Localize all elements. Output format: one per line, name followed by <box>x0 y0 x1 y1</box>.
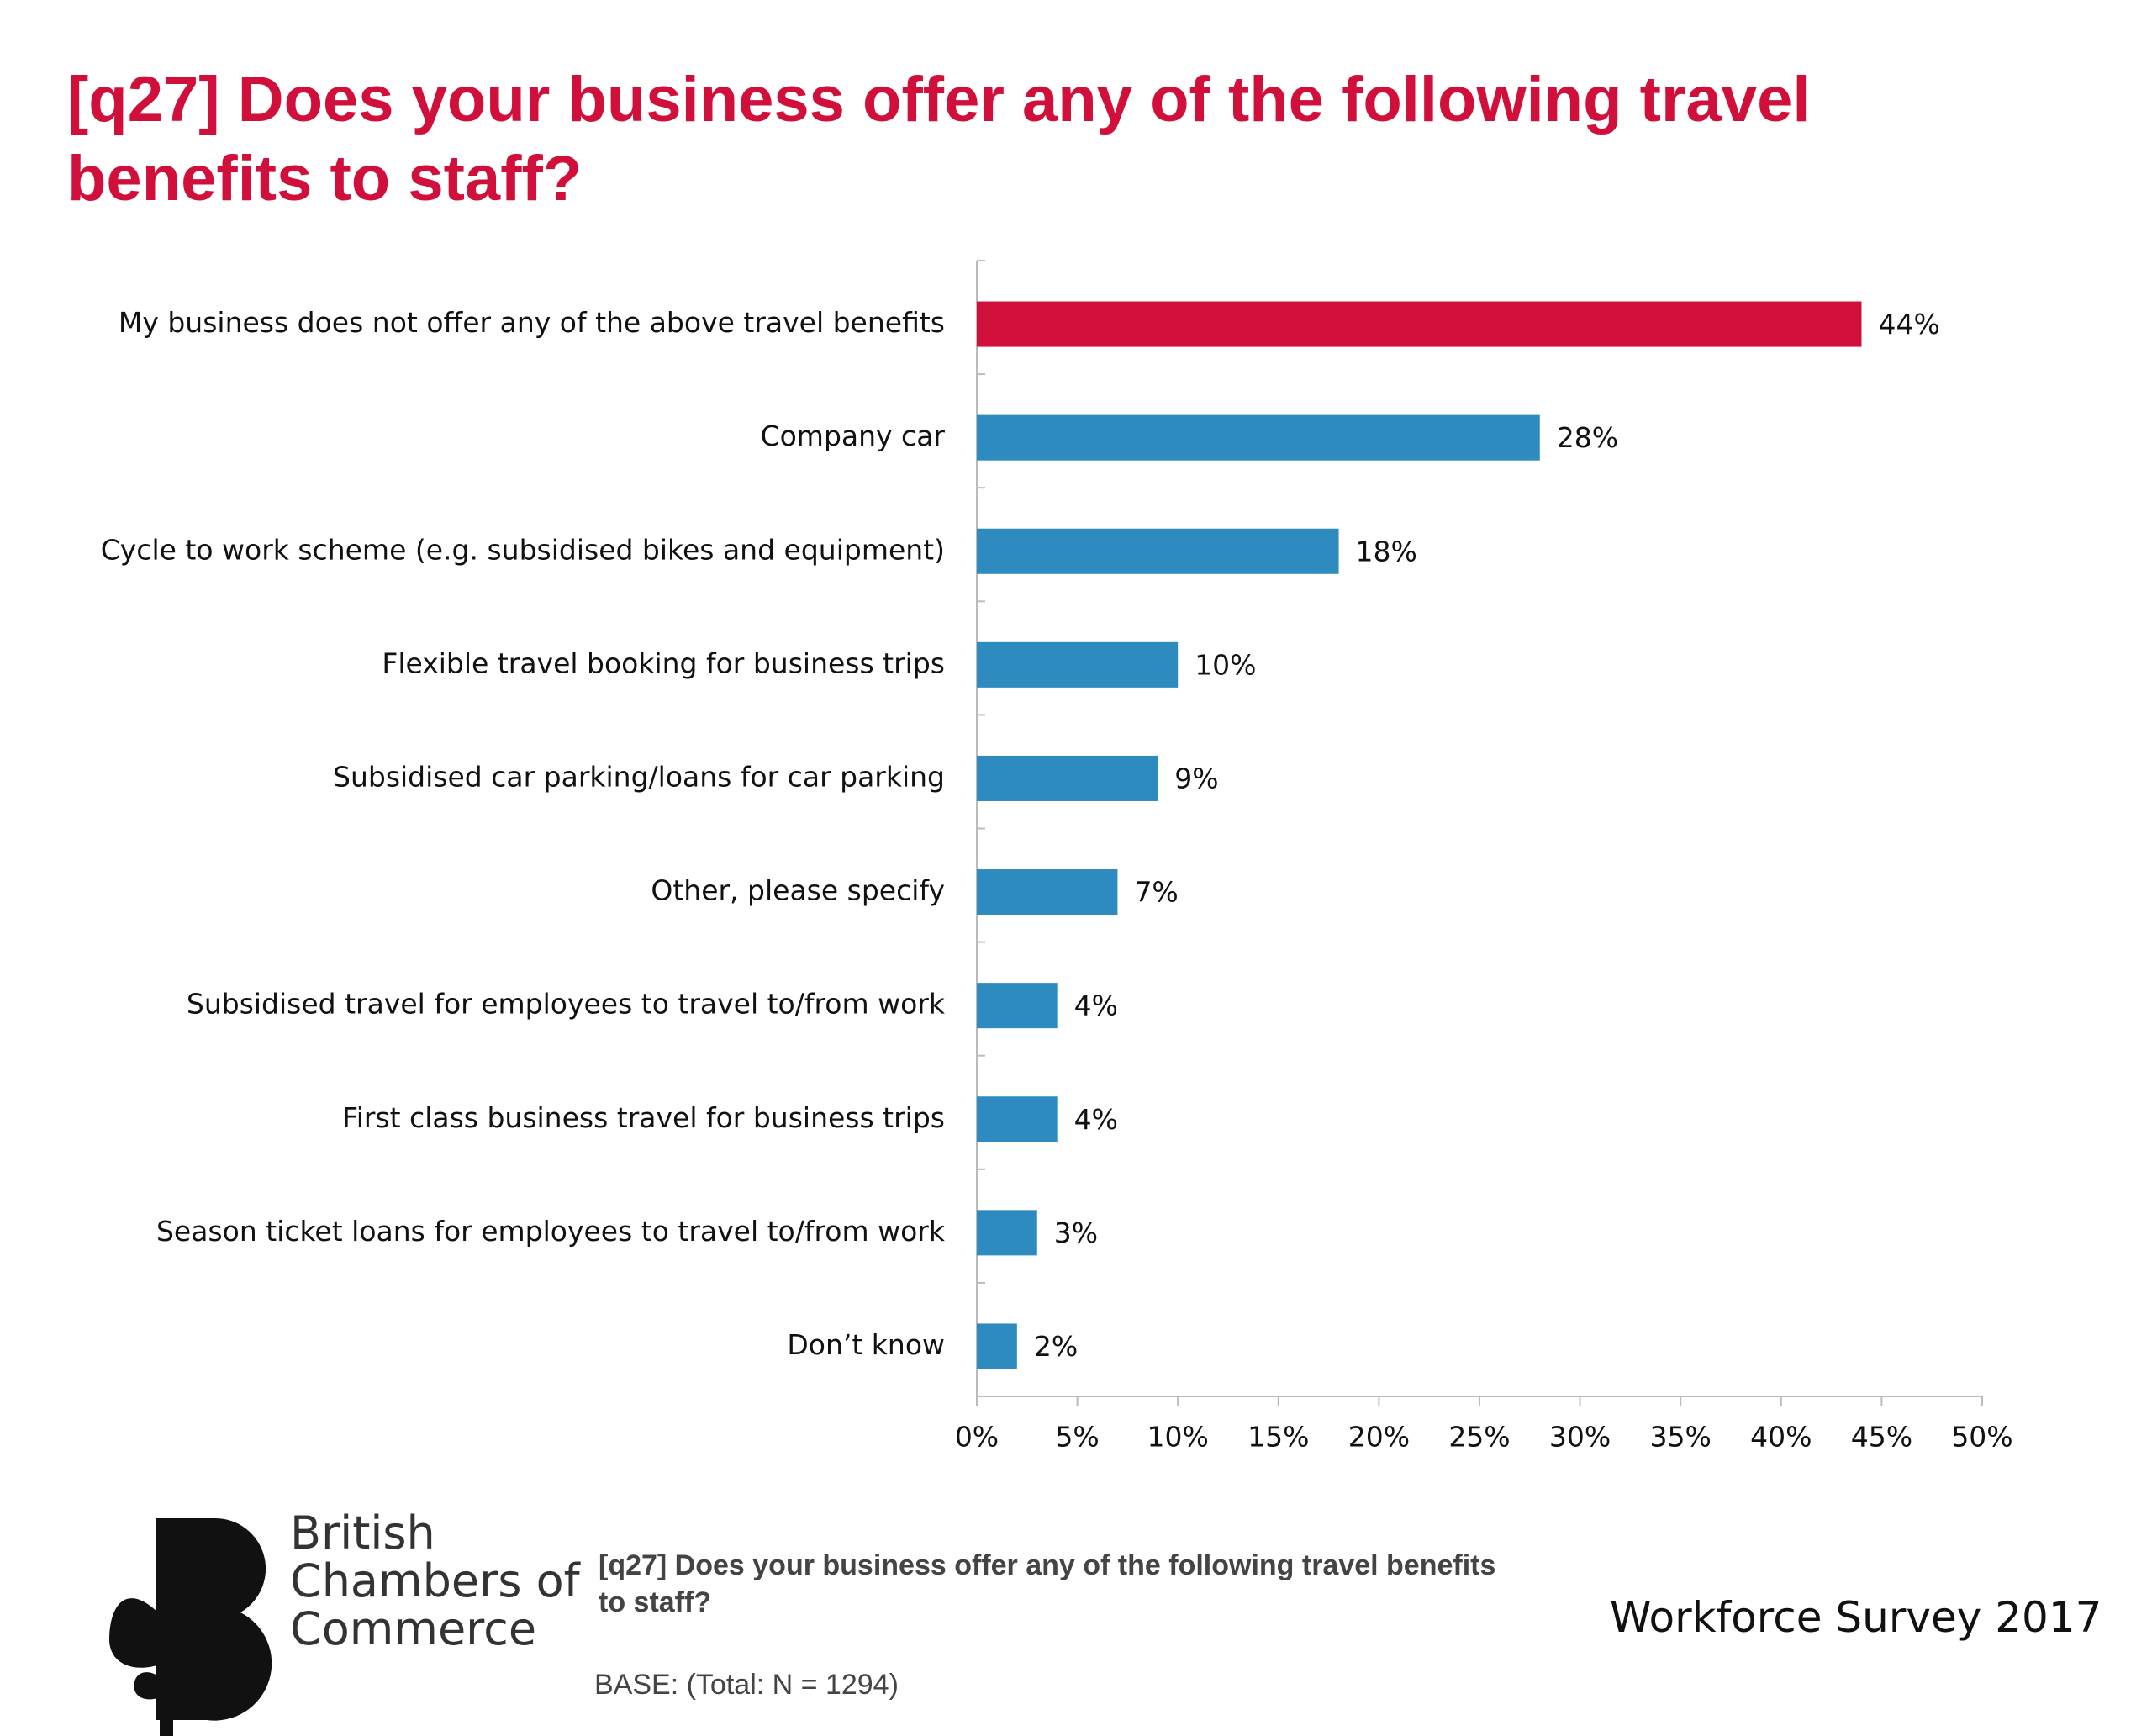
logo <box>109 1517 272 1736</box>
x-tick-label: 5% <box>1055 1421 1099 1454</box>
logo-leaf <box>165 1672 196 1700</box>
footer-base: BASE: (Total: N = 1294) <box>594 1669 899 1701</box>
value-label: 4% <box>1074 1103 1118 1136</box>
bar <box>977 1096 1058 1142</box>
value-label: 4% <box>1074 989 1118 1022</box>
y-tick-label: Flexible travel booking for business tri… <box>382 646 945 679</box>
value-label: 7% <box>1134 876 1178 909</box>
logo-leaf <box>109 1598 160 1668</box>
bar <box>977 414 1540 461</box>
bar <box>977 869 1118 915</box>
logo-text: British Chambers of Commerce <box>290 1509 580 1653</box>
y-tick-label: My business does not offer any of the ab… <box>119 306 945 339</box>
x-tick-label: 10% <box>1147 1421 1209 1454</box>
x-tick-label: 35% <box>1650 1421 1712 1454</box>
bar <box>977 755 1158 801</box>
bar <box>977 641 1179 688</box>
y-tick-label: Company car <box>761 419 946 452</box>
x-tick-label: 50% <box>1951 1421 2012 1454</box>
value-label: 2% <box>1034 1330 1078 1363</box>
x-tick-label: 40% <box>1750 1421 1812 1454</box>
y-tick-label: Cycle to work scheme (e.g. subsidised bi… <box>101 533 945 566</box>
bar <box>977 528 1339 574</box>
bar <box>977 301 1862 347</box>
value-label: 28% <box>1557 421 1618 454</box>
x-tick-label: 30% <box>1549 1421 1611 1454</box>
x-tick-label: 25% <box>1448 1421 1510 1454</box>
y-tick-label: Other, please specify <box>651 874 945 907</box>
y-tick-label: Season ticket loans for employees to tra… <box>156 1215 946 1248</box>
footer-survey: Workforce Survey 2017 <box>1610 1593 2102 1642</box>
y-tick-label: Don’t know <box>787 1328 945 1361</box>
value-label: 18% <box>1356 535 1417 567</box>
value-label: 10% <box>1195 648 1256 681</box>
bar <box>977 983 1058 1029</box>
logo-line: Chambers of <box>290 1554 580 1607</box>
x-tick-label: 15% <box>1247 1421 1309 1454</box>
chart-title: [q27] Does your business offer any of th… <box>67 64 1811 214</box>
footer-question: [q27] Does your business offer any of th… <box>599 1549 1496 1618</box>
y-tick-label: Subsidised travel for employees to trave… <box>187 988 946 1021</box>
logo-line: Commerce <box>290 1602 537 1655</box>
y-tick-label: First class business travel for business… <box>342 1101 945 1134</box>
logo-line: British <box>290 1506 435 1559</box>
x-tick-label: 0% <box>955 1421 999 1454</box>
value-label: 9% <box>1174 762 1218 794</box>
logo-b <box>156 1517 272 1721</box>
value-label: 44% <box>1878 308 1939 340</box>
bar <box>977 1210 1037 1256</box>
y-tick-label: Subsidised car parking/loans for car par… <box>333 760 945 793</box>
x-tick-label: 45% <box>1851 1421 1912 1454</box>
x-tick-label: 20% <box>1348 1421 1410 1454</box>
bar <box>977 1323 1017 1369</box>
logo-leaf <box>134 1672 165 1700</box>
value-label: 3% <box>1054 1216 1098 1249</box>
